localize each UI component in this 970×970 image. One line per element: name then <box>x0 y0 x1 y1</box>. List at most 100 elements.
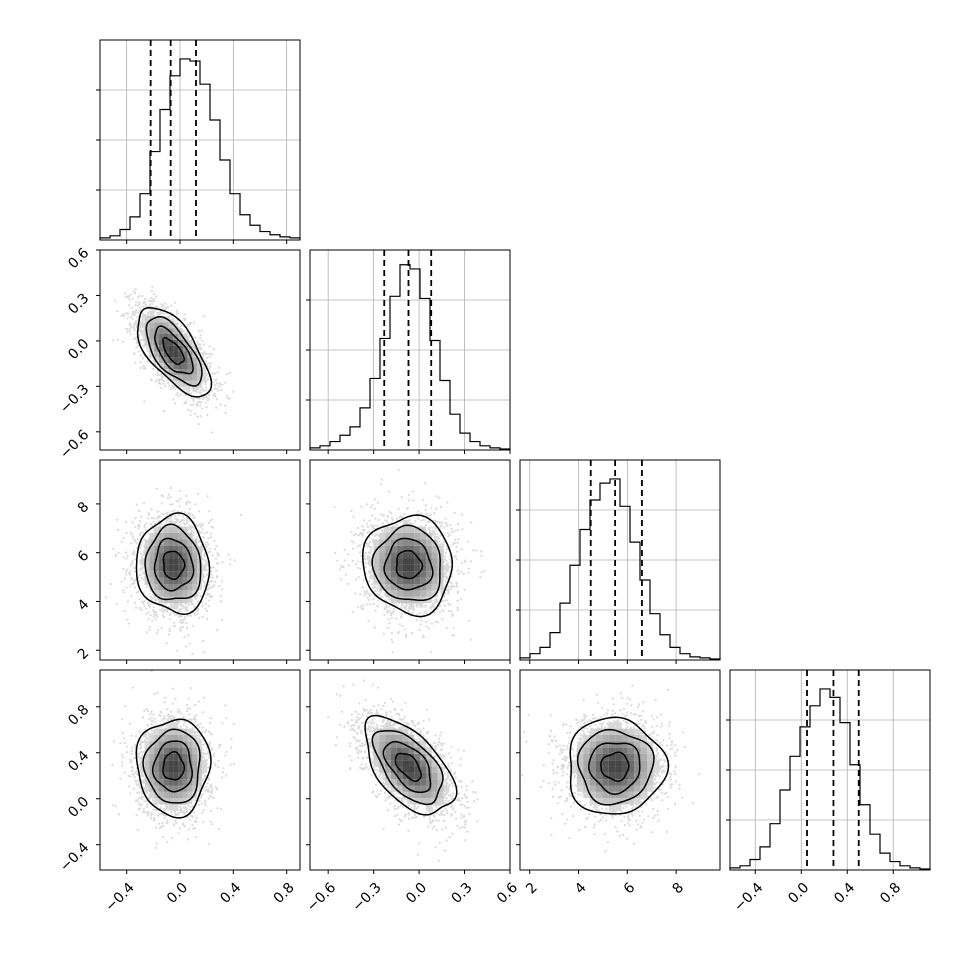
density-cell <box>159 772 164 780</box>
density-cell <box>149 539 155 546</box>
density-cell <box>408 539 415 546</box>
density-cell <box>379 741 386 748</box>
density-cell <box>173 766 179 773</box>
density-cell <box>420 798 426 805</box>
density-cell <box>178 779 183 786</box>
density-cell <box>431 571 438 578</box>
density-cell <box>159 564 164 572</box>
density-cell <box>390 564 397 572</box>
density-cell <box>182 363 188 370</box>
density-cell <box>621 741 628 748</box>
density-cell <box>646 785 654 792</box>
density-cell <box>653 766 660 773</box>
density-cell <box>192 564 198 572</box>
density-cell <box>178 345 183 352</box>
density-cell <box>443 785 450 792</box>
density-cell <box>437 545 444 553</box>
density-cell <box>615 804 622 811</box>
density-cell <box>182 351 188 358</box>
density-cell <box>149 766 155 773</box>
density-cell <box>178 785 183 792</box>
contour-2-3-0 <box>600 751 630 782</box>
density-cell <box>589 791 597 799</box>
density-cell <box>182 772 188 780</box>
density-cell <box>168 539 174 546</box>
density-cell <box>396 533 403 540</box>
density-cell <box>402 747 409 754</box>
density-cell <box>178 363 183 370</box>
density-cell <box>443 564 450 572</box>
density-cell <box>187 747 193 754</box>
density-cell <box>373 571 380 578</box>
density-cell <box>173 363 179 370</box>
density-cell <box>396 747 403 754</box>
density-cell <box>420 539 426 546</box>
density-cell <box>373 539 380 546</box>
pair-frame-2-3 <box>519 669 721 871</box>
density-cell <box>431 583 438 591</box>
density-cell <box>182 577 188 584</box>
density-cell <box>154 322 160 329</box>
density-cell <box>646 766 654 773</box>
density-cell <box>615 760 622 767</box>
density-cell <box>615 753 622 761</box>
density-cell <box>182 539 188 546</box>
density-cell <box>608 753 616 761</box>
hist-panel-3 <box>726 669 931 874</box>
density-cell <box>379 760 386 767</box>
density-cell <box>168 596 174 604</box>
density-cell <box>640 791 647 799</box>
density-cell <box>187 533 193 540</box>
pair-panel-1-3 <box>306 669 511 874</box>
density-cell <box>425 571 432 578</box>
histogram-0 <box>99 58 301 240</box>
density-cell <box>402 583 409 591</box>
density-cell <box>431 577 438 584</box>
density-cell <box>187 728 193 735</box>
pair-content-2-3 <box>521 684 701 853</box>
density-cell <box>408 552 415 559</box>
density-cell <box>402 526 409 534</box>
density-cell <box>168 747 174 754</box>
density-cell <box>182 558 188 565</box>
contour-0-2-0 <box>162 550 186 581</box>
density-cell <box>178 734 183 742</box>
density-cell <box>154 779 160 786</box>
density-cell <box>149 533 155 540</box>
density-cell <box>634 785 641 792</box>
density-cell <box>640 734 647 742</box>
hist-frame-3 <box>729 669 931 871</box>
density-cell <box>385 747 391 754</box>
density-cell <box>437 577 444 584</box>
density-cell <box>159 533 164 540</box>
density-cell <box>390 785 397 792</box>
density-cell <box>144 577 150 584</box>
density-cell <box>402 791 409 799</box>
density-cell <box>154 772 160 780</box>
density-cell <box>163 564 169 572</box>
density-cell <box>414 791 421 799</box>
density-cell <box>178 577 183 584</box>
density-cell <box>201 564 207 572</box>
density-cell <box>425 798 432 805</box>
density-cell <box>173 533 179 540</box>
density-cell <box>583 747 590 754</box>
density-cell <box>379 747 386 754</box>
density-cell <box>168 558 174 565</box>
density-cell <box>197 558 202 565</box>
density-cell <box>149 334 155 340</box>
density-cell <box>653 760 660 767</box>
density-cell <box>379 766 386 773</box>
density-cell <box>173 728 179 735</box>
density-cell <box>420 766 426 773</box>
density-cell <box>144 741 150 748</box>
density-cell <box>163 558 169 565</box>
density-cell <box>589 766 597 773</box>
density-cell <box>414 766 421 773</box>
density-cell <box>163 363 169 370</box>
density-cell <box>390 760 397 767</box>
density-cell <box>168 734 174 742</box>
density-cell <box>414 772 421 780</box>
density-cell <box>390 552 397 559</box>
